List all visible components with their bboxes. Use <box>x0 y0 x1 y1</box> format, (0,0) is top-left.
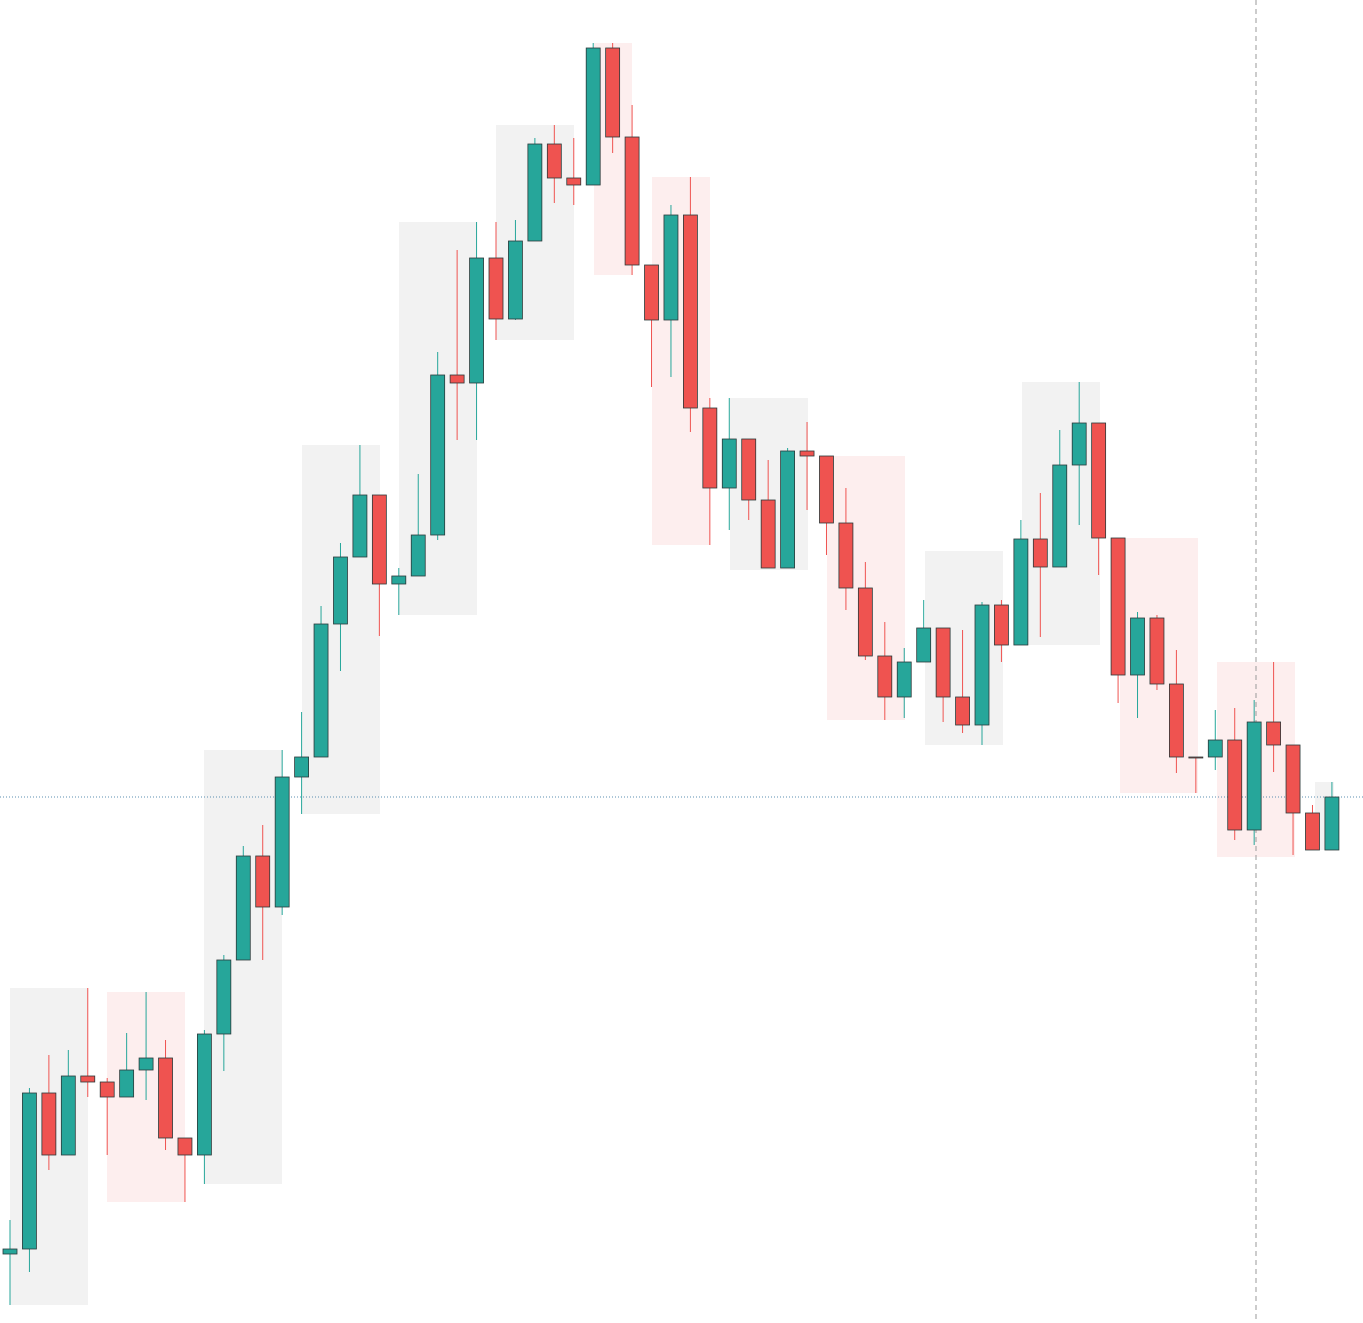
candle-body <box>352 494 368 558</box>
candle-body <box>566 177 582 186</box>
candle-body <box>216 959 232 1035</box>
candle-body <box>760 499 776 569</box>
candle-body <box>22 1092 37 1250</box>
candle-body <box>877 655 893 698</box>
candle-body <box>838 522 854 589</box>
candle-body <box>799 450 815 457</box>
candle-body <box>430 374 446 536</box>
range-zone <box>652 177 710 545</box>
candle-body <box>313 623 329 758</box>
candle-body <box>1032 538 1048 568</box>
candle-body <box>508 240 523 320</box>
candle-body <box>585 47 601 186</box>
candle-body <box>410 534 426 577</box>
candle-body <box>177 1137 193 1156</box>
candle-body <box>994 604 1009 646</box>
candle-body <box>527 143 543 242</box>
candle-body <box>294 756 310 778</box>
candle-body <box>741 438 757 501</box>
candle-body <box>99 1081 115 1098</box>
candle-body <box>1013 538 1029 646</box>
candle-body <box>138 1057 154 1071</box>
candle-body <box>80 1075 96 1083</box>
candle-body <box>488 257 504 320</box>
candle-body <box>857 587 873 657</box>
candle-body <box>955 696 970 726</box>
candle-body <box>371 494 387 585</box>
candle-body <box>449 374 465 384</box>
candle-body <box>1130 617 1145 676</box>
candle-body <box>41 1092 57 1156</box>
candle-body <box>1149 617 1165 685</box>
candle-body <box>605 47 621 138</box>
candle-body <box>196 1033 212 1156</box>
candle-body <box>974 604 990 726</box>
candles <box>2 43 1340 1305</box>
candle-body <box>1188 756 1204 759</box>
candle-body <box>624 136 640 266</box>
candle-body <box>1110 537 1126 676</box>
candle-body <box>1207 739 1223 758</box>
candle-body <box>819 455 834 524</box>
range-zone <box>204 750 282 1184</box>
candle-body <box>1227 739 1243 831</box>
candle-body <box>721 438 737 489</box>
candle-body <box>60 1075 76 1156</box>
candle-body <box>1091 422 1107 539</box>
candle-body <box>119 1069 135 1098</box>
candle-body <box>391 575 407 585</box>
candle-body <box>683 214 698 409</box>
candle-body <box>2 1248 18 1255</box>
candle-body <box>1169 683 1184 758</box>
candle-body <box>935 627 951 698</box>
candle-body <box>1266 721 1281 746</box>
candle-body <box>333 556 348 625</box>
candle-body <box>1246 721 1262 831</box>
candle-body <box>469 257 484 384</box>
candle-body <box>546 143 562 179</box>
candle-body <box>663 214 679 321</box>
candle-body <box>644 264 659 321</box>
candle-body <box>1324 796 1340 851</box>
candle-body <box>780 450 795 569</box>
candle-body <box>1285 744 1301 814</box>
candle-body <box>1052 464 1068 568</box>
candle-body <box>255 855 271 908</box>
candle-body <box>235 855 251 961</box>
candle-body <box>158 1057 173 1139</box>
candle-body <box>1305 812 1320 851</box>
candle-body <box>702 407 718 489</box>
candle-body <box>896 661 912 698</box>
candle-body <box>1071 422 1087 466</box>
candle-body <box>274 776 290 908</box>
candle-body <box>916 627 932 663</box>
